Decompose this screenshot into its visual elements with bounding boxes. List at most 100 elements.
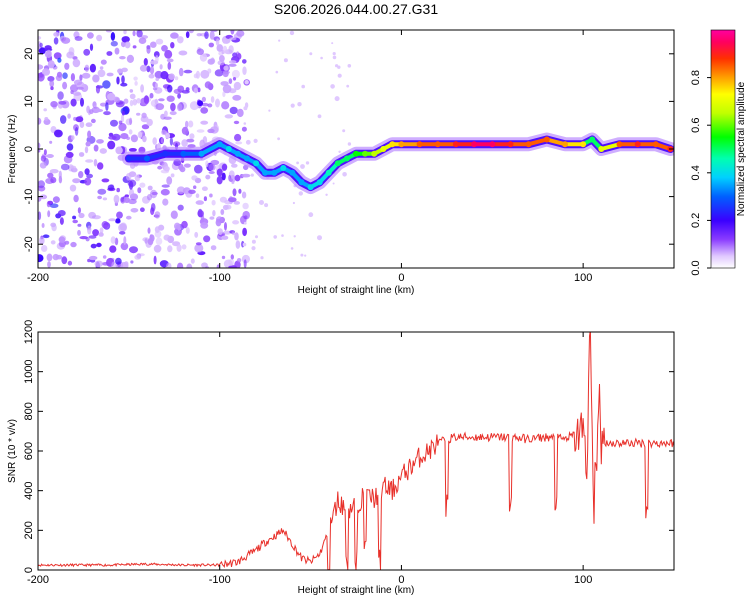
noise-blob: [84, 146, 89, 154]
noise-blob: [38, 211, 42, 220]
noise-blob: [121, 75, 125, 84]
noise-blob: [81, 72, 91, 79]
noise-blob: [236, 30, 245, 37]
noise-blob: [84, 64, 90, 73]
noise-blob: [177, 93, 182, 99]
noise-blob: [61, 37, 71, 44]
ridge-point: [262, 169, 269, 176]
noise-blob: [44, 117, 49, 121]
colorbar-label: Normalized spectral amplitude: [736, 81, 747, 216]
noise-blob: [195, 193, 200, 198]
noise-blob: [196, 48, 204, 55]
ridge-point: [580, 141, 587, 148]
noise-blob: [150, 41, 157, 48]
y-tick-label: 400: [23, 481, 35, 499]
noise-blob: [153, 51, 160, 58]
noise-blob: [242, 202, 249, 210]
noise-blob: [235, 141, 243, 145]
noise-blob: [283, 58, 288, 63]
ridge-point: [225, 146, 232, 152]
noise-blob: [188, 120, 194, 128]
noise-blob: [229, 60, 237, 64]
noise-blob: [238, 188, 242, 194]
noise-blob: [99, 66, 104, 70]
x-tick-label: -100: [209, 574, 231, 586]
ridge-point: [380, 146, 387, 152]
noise-blob: [337, 65, 341, 69]
noise-blob: [87, 258, 91, 263]
noise-blob: [199, 53, 208, 62]
noise-blob: [244, 215, 248, 219]
noise-blob: [39, 162, 47, 169]
noise-blob: [52, 253, 59, 261]
noise-blob: [236, 108, 244, 118]
noise-blob: [243, 122, 247, 125]
noise-blob: [64, 62, 70, 70]
noise-blob: [97, 69, 106, 78]
noise-blob: [304, 254, 307, 257]
noise-blob: [170, 102, 176, 112]
noise-blob: [128, 188, 135, 197]
noise-blob: [241, 191, 247, 199]
noise-blob: [160, 71, 169, 80]
noise-blob: [96, 139, 104, 144]
noise-blob: [193, 87, 198, 94]
noise-blob: [177, 204, 184, 211]
noise-blob: [132, 98, 138, 106]
noise-blob: [53, 32, 60, 37]
noise-blob: [160, 137, 164, 144]
ridge-point: [452, 141, 459, 148]
noise-blob: [57, 210, 66, 217]
noise-blob: [60, 115, 67, 124]
noise-blob: [201, 102, 209, 107]
noise-blob: [100, 59, 107, 65]
noise-blob: [130, 208, 139, 213]
ridge-point: [562, 141, 568, 148]
noise-blob: [220, 209, 225, 215]
noise-blob: [160, 188, 170, 196]
noise-blob: [242, 59, 247, 64]
ridge-segment: [599, 142, 622, 151]
noise-blob: [142, 135, 147, 143]
noise-blob: [87, 225, 92, 235]
noise-blob: [166, 262, 172, 268]
noise-blob: [67, 260, 73, 266]
noise-blob: [129, 89, 134, 93]
noise-blob: [347, 142, 352, 146]
noise-blob: [77, 229, 81, 236]
noise-blob: [208, 42, 214, 48]
noise-blob: [58, 236, 66, 243]
noise-blob: [332, 52, 336, 56]
noise-blob: [347, 64, 352, 68]
colorbar-tick-label: 0.8: [690, 70, 702, 85]
noise-blob: [232, 77, 237, 81]
noise-blob: [232, 220, 240, 225]
noise-blob: [144, 238, 148, 244]
noise-blob: [222, 45, 228, 54]
noise-blob: [47, 76, 55, 82]
noise-blob: [69, 184, 77, 192]
noise-blob: [221, 101, 230, 110]
noise-blob: [222, 70, 229, 78]
noise-blob: [181, 90, 190, 94]
noise-blob: [228, 63, 237, 67]
noise-blob: [143, 58, 148, 66]
noise-blob: [170, 210, 178, 219]
noise-blob: [118, 123, 127, 132]
noise-blob: [115, 98, 120, 103]
noise-blob: [334, 96, 340, 102]
noise-blob: [203, 196, 207, 202]
noise-blob: [128, 148, 137, 152]
noise-blob: [200, 69, 210, 79]
noise-blob: [62, 72, 68, 79]
noise-blob: [70, 98, 77, 107]
noise-blob: [231, 69, 240, 79]
noise-blob: [176, 244, 182, 252]
noise-blob: [216, 216, 223, 223]
noise-blob: [163, 234, 171, 241]
noise-blob: [255, 235, 258, 239]
noise-blob: [342, 129, 346, 133]
ridge-segment: [526, 137, 549, 147]
noise-blob: [190, 258, 195, 264]
